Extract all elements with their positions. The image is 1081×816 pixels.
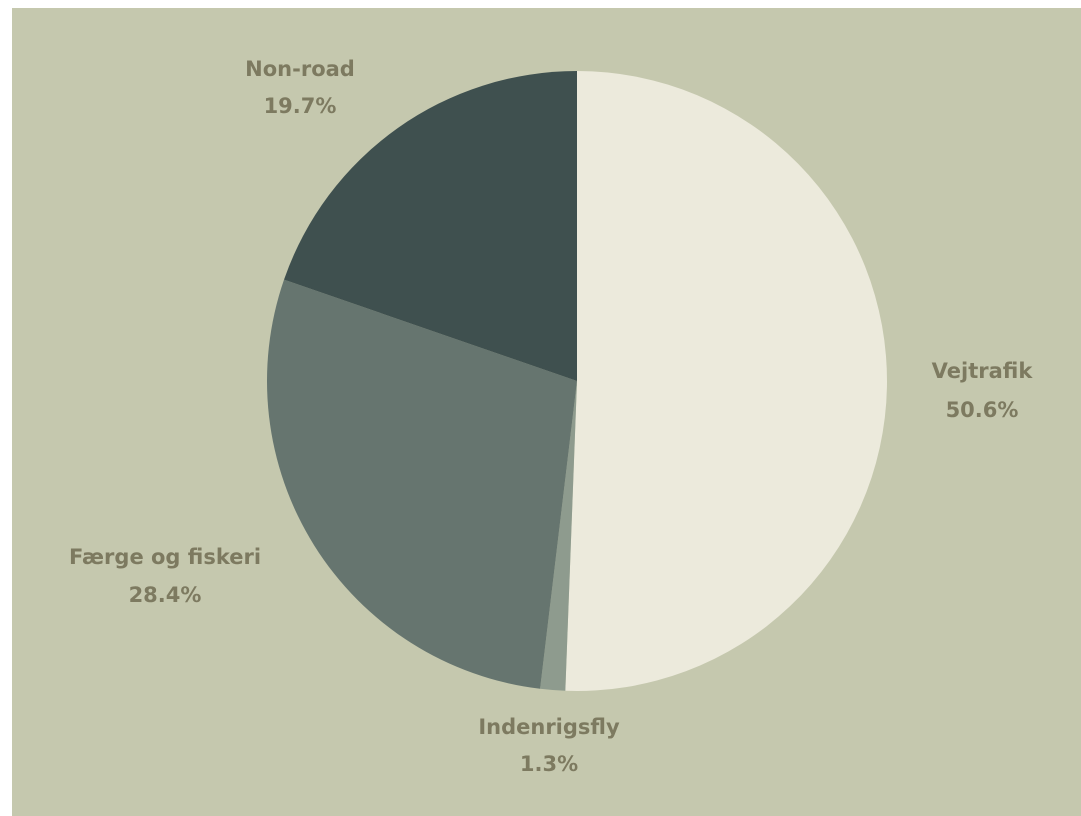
slice-label-value: 28.4% — [129, 583, 202, 607]
slice-label-name: Vejtrafik — [932, 359, 1034, 383]
slice-label-name: Færge og fiskeri — [69, 545, 261, 569]
pie-slice-færge-og-fiskeri — [266, 279, 577, 689]
pie-slice-non-road — [284, 70, 577, 381]
pie-labels: Vejtrafik 50.6% Indenrigsfly 1.3% Færge og f… — [69, 57, 1033, 776]
slice-label-name: Non-road — [245, 57, 355, 81]
pie-slices — [266, 70, 887, 692]
pie-slice-indenrigsfly — [540, 381, 577, 691]
pie-slice-vejtrafik — [565, 71, 887, 692]
slice-label-value: 1.3% — [520, 752, 578, 776]
chart-panel: Vejtrafik 50.6% Indenrigsfly 1.3% Færge og f… — [12, 8, 1081, 816]
pie-chart: Vejtrafik 50.6% Indenrigsfly 1.3% Færge og f… — [69, 57, 1033, 776]
slice-label-name: Indenrigsfly — [478, 715, 620, 739]
slice-label-value: 50.6% — [946, 398, 1019, 422]
slice-label-value: 19.7% — [264, 94, 337, 118]
